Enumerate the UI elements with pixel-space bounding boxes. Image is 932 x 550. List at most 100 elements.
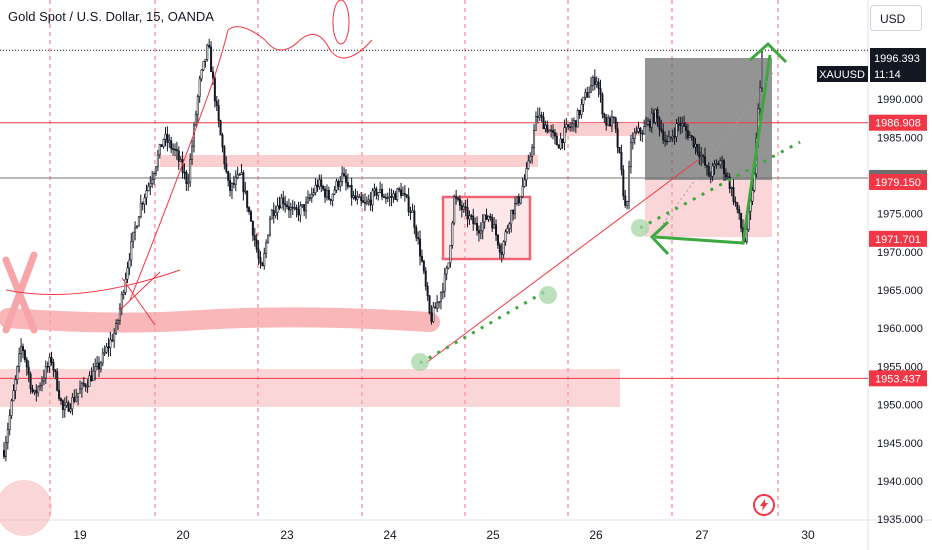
candle-body <box>730 187 733 189</box>
candle-body <box>371 190 374 206</box>
candle <box>362 194 365 203</box>
candle <box>542 111 545 130</box>
candle <box>624 190 627 208</box>
candle-body <box>303 204 306 212</box>
candle-body <box>477 230 480 234</box>
candle-body <box>445 267 448 275</box>
candle-body <box>586 92 589 98</box>
green-arrowhead <box>649 220 670 256</box>
candle-body <box>267 234 270 244</box>
candle-body <box>622 169 625 197</box>
time-axis[interactable]: 19 20 23 24 25 26 27 30 <box>73 528 815 542</box>
candle-body <box>111 339 114 342</box>
candle-body <box>533 130 536 149</box>
candle <box>293 201 296 211</box>
candle <box>633 127 636 145</box>
candle <box>77 392 80 406</box>
candle-body <box>455 196 458 199</box>
candle <box>208 38 211 49</box>
candle-body <box>107 346 110 349</box>
candle-body <box>141 202 144 205</box>
candle-body <box>341 173 344 182</box>
candle <box>200 68 203 82</box>
green-dotted-trendline-a <box>419 288 549 365</box>
candle-body <box>346 182 349 188</box>
candle-body <box>306 197 309 203</box>
candle-body <box>498 244 501 253</box>
candle-body <box>472 215 475 225</box>
candle <box>650 107 653 134</box>
candle <box>54 368 57 380</box>
price-tick-label: 1990.000 <box>877 94 923 106</box>
candle <box>39 382 42 391</box>
candle <box>523 174 526 188</box>
candle-body <box>656 109 659 119</box>
candle-body <box>738 209 741 214</box>
candle <box>726 172 729 180</box>
candle <box>371 187 374 212</box>
candle <box>151 170 154 188</box>
candle <box>299 201 302 223</box>
candle-body <box>348 185 351 188</box>
price-axis[interactable]: 1935.0001940.0001945.0001950.0001955.000… <box>877 94 923 526</box>
candle-body <box>170 140 173 149</box>
candle-body <box>325 189 328 198</box>
candle <box>550 124 553 138</box>
candle-body <box>187 181 190 184</box>
candle <box>242 170 245 201</box>
candle-body <box>92 370 95 381</box>
candle <box>166 126 169 152</box>
candle <box>105 342 108 354</box>
candle-body <box>20 346 23 355</box>
candle <box>276 197 279 220</box>
candle-body <box>318 179 321 188</box>
candle-body <box>493 224 496 229</box>
candle-body <box>449 245 452 264</box>
candle-body <box>584 92 587 98</box>
candle-body <box>343 173 346 177</box>
currency-button[interactable]: USD <box>870 5 922 31</box>
candle-body <box>620 152 623 171</box>
candle <box>86 379 89 394</box>
candle <box>249 209 252 222</box>
candle <box>253 227 256 247</box>
candle-body <box>8 415 11 430</box>
candle-body <box>512 209 515 215</box>
candle <box>559 132 562 151</box>
candle <box>607 114 610 127</box>
candle-body <box>173 148 176 151</box>
candle <box>145 184 148 205</box>
candle <box>153 171 156 185</box>
candle-body <box>310 194 313 199</box>
candle <box>458 195 461 211</box>
candle-body <box>616 128 619 148</box>
candle <box>327 186 330 201</box>
candle-body <box>160 144 163 147</box>
candle-body <box>561 138 564 143</box>
candle-body <box>719 160 722 166</box>
candle-body <box>713 164 716 167</box>
candle-body <box>500 251 503 255</box>
support-zone <box>0 369 620 407</box>
candle <box>377 191 380 201</box>
candle-body <box>333 189 336 195</box>
candle-body <box>14 379 17 392</box>
candle <box>130 232 133 267</box>
candle-body <box>335 180 338 191</box>
candle <box>723 158 726 182</box>
candle <box>584 88 587 101</box>
candle-body <box>662 130 665 141</box>
lightning-icon[interactable] <box>753 494 775 516</box>
candle-body <box>683 123 686 127</box>
candle-body <box>238 174 241 176</box>
green-touch-marker <box>631 219 649 237</box>
candle <box>65 395 68 409</box>
candle-body <box>595 81 598 85</box>
candle <box>702 153 705 164</box>
candle <box>481 214 484 240</box>
candle-body <box>225 163 228 172</box>
drawn-zones <box>0 58 772 407</box>
green-arrowhead <box>749 41 788 64</box>
candle-body <box>721 160 724 162</box>
